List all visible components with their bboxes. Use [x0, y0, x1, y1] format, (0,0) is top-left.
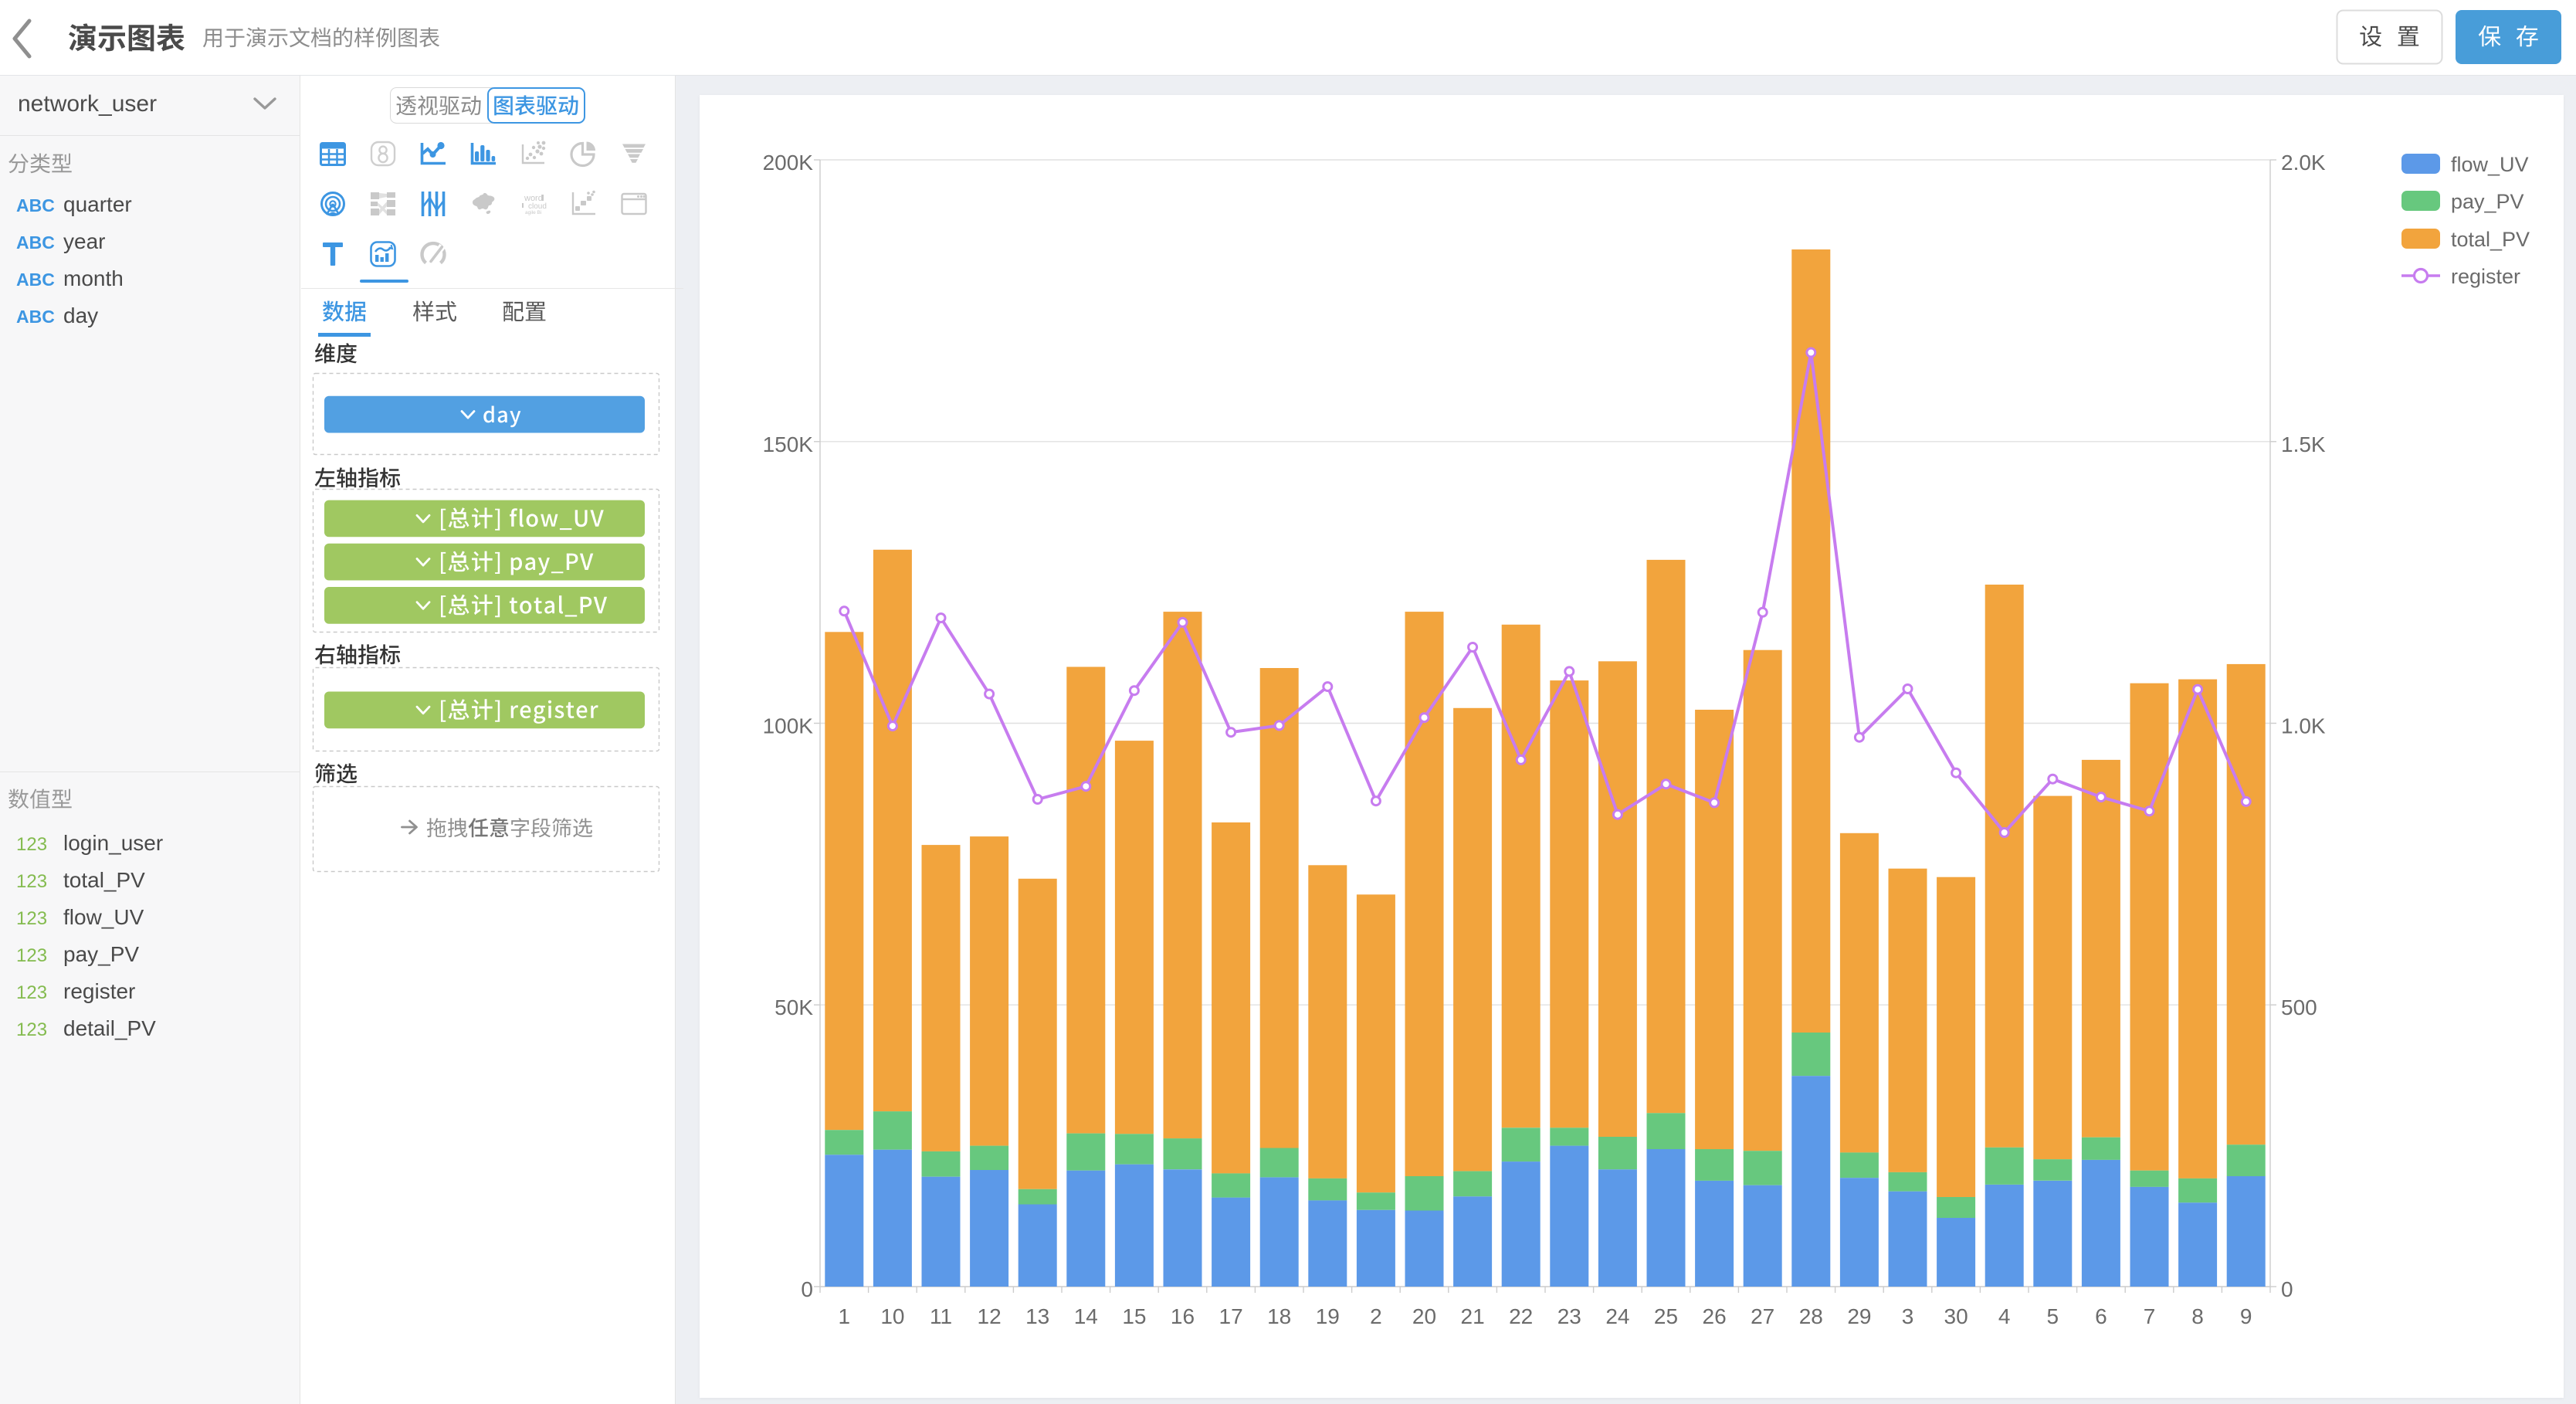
svg-text:register: register — [2451, 265, 2520, 288]
svg-text:word: word — [524, 194, 543, 203]
svg-text:16: 16 — [1171, 1304, 1195, 1328]
svg-text:detail_PV: detail_PV — [63, 1016, 156, 1040]
svg-text:24: 24 — [1605, 1304, 1629, 1328]
svg-text:30: 30 — [1944, 1304, 1968, 1328]
svg-text:11: 11 — [930, 1304, 952, 1328]
svg-text:network_user: network_user — [18, 91, 157, 117]
svg-text:123: 123 — [16, 834, 47, 855]
svg-text:ABC: ABC — [16, 232, 55, 253]
svg-text:13: 13 — [1025, 1304, 1049, 1328]
svg-text:6: 6 — [2095, 1304, 2107, 1328]
svg-text:total_PV: total_PV — [2451, 228, 2530, 251]
svg-text:150K: 150K — [763, 432, 814, 456]
svg-text:19: 19 — [1316, 1304, 1340, 1328]
svg-text:1: 1 — [839, 1304, 851, 1328]
svg-text:pay_PV: pay_PV — [2451, 190, 2524, 213]
svg-text:cloud: cloud — [528, 202, 547, 211]
svg-text:ABC: ABC — [16, 307, 55, 327]
svg-text:123: 123 — [16, 945, 47, 966]
svg-text:123: 123 — [16, 982, 47, 1003]
svg-text:month: month — [63, 266, 124, 290]
svg-text:50K: 50K — [774, 995, 813, 1019]
svg-text:total_PV: total_PV — [63, 868, 145, 892]
svg-text:4: 4 — [1998, 1304, 2011, 1328]
svg-text:25: 25 — [1654, 1304, 1678, 1328]
svg-text:quarter: quarter — [63, 192, 132, 216]
svg-text:day: day — [63, 304, 98, 327]
svg-text:7: 7 — [2144, 1304, 2156, 1328]
svg-text:1.0K: 1.0K — [2281, 714, 2326, 738]
svg-text:28: 28 — [1799, 1304, 1823, 1328]
svg-text:18: 18 — [1267, 1304, 1291, 1328]
svg-text:27: 27 — [1751, 1304, 1774, 1328]
svg-text:year: year — [63, 229, 105, 253]
svg-text:1.5K: 1.5K — [2281, 432, 2326, 456]
svg-text:14: 14 — [1074, 1304, 1098, 1328]
svg-text:12: 12 — [978, 1304, 1002, 1328]
svg-text:29: 29 — [1847, 1304, 1871, 1328]
svg-text:22: 22 — [1509, 1304, 1533, 1328]
svg-text:26: 26 — [1703, 1304, 1727, 1328]
svg-text:pay_PV: pay_PV — [63, 942, 139, 966]
svg-text:0: 0 — [801, 1277, 813, 1301]
svg-text:flow_UV: flow_UV — [63, 905, 144, 929]
svg-text:15: 15 — [1122, 1304, 1146, 1328]
svg-text:23: 23 — [1557, 1304, 1581, 1328]
svg-text:9: 9 — [2240, 1304, 2252, 1328]
svg-text:ABC: ABC — [16, 195, 55, 215]
svg-text:2: 2 — [1370, 1304, 1382, 1328]
svg-text:10: 10 — [880, 1304, 904, 1328]
svg-text:5: 5 — [2047, 1304, 2059, 1328]
svg-text:123: 123 — [16, 871, 47, 892]
svg-text:20: 20 — [1412, 1304, 1436, 1328]
svg-text:2.0K: 2.0K — [2281, 151, 2326, 175]
svg-text:3: 3 — [1902, 1304, 1914, 1328]
svg-text:17: 17 — [1219, 1304, 1243, 1328]
svg-text:0: 0 — [2281, 1277, 2293, 1301]
svg-text:agile Bi: agile Bi — [525, 210, 541, 215]
svg-text:123: 123 — [16, 1019, 47, 1040]
svg-text:100K: 100K — [763, 714, 814, 738]
svg-text:200K: 200K — [763, 151, 814, 175]
svg-text:123: 123 — [16, 908, 47, 929]
svg-text:register: register — [63, 979, 135, 1003]
svg-text:login_user: login_user — [63, 831, 163, 855]
svg-text:ABC: ABC — [16, 270, 55, 290]
svg-text:8: 8 — [2191, 1304, 2204, 1328]
svg-text:flow_UV: flow_UV — [2451, 153, 2529, 176]
svg-text:21: 21 — [1461, 1304, 1485, 1328]
svg-text:500: 500 — [2281, 995, 2317, 1019]
